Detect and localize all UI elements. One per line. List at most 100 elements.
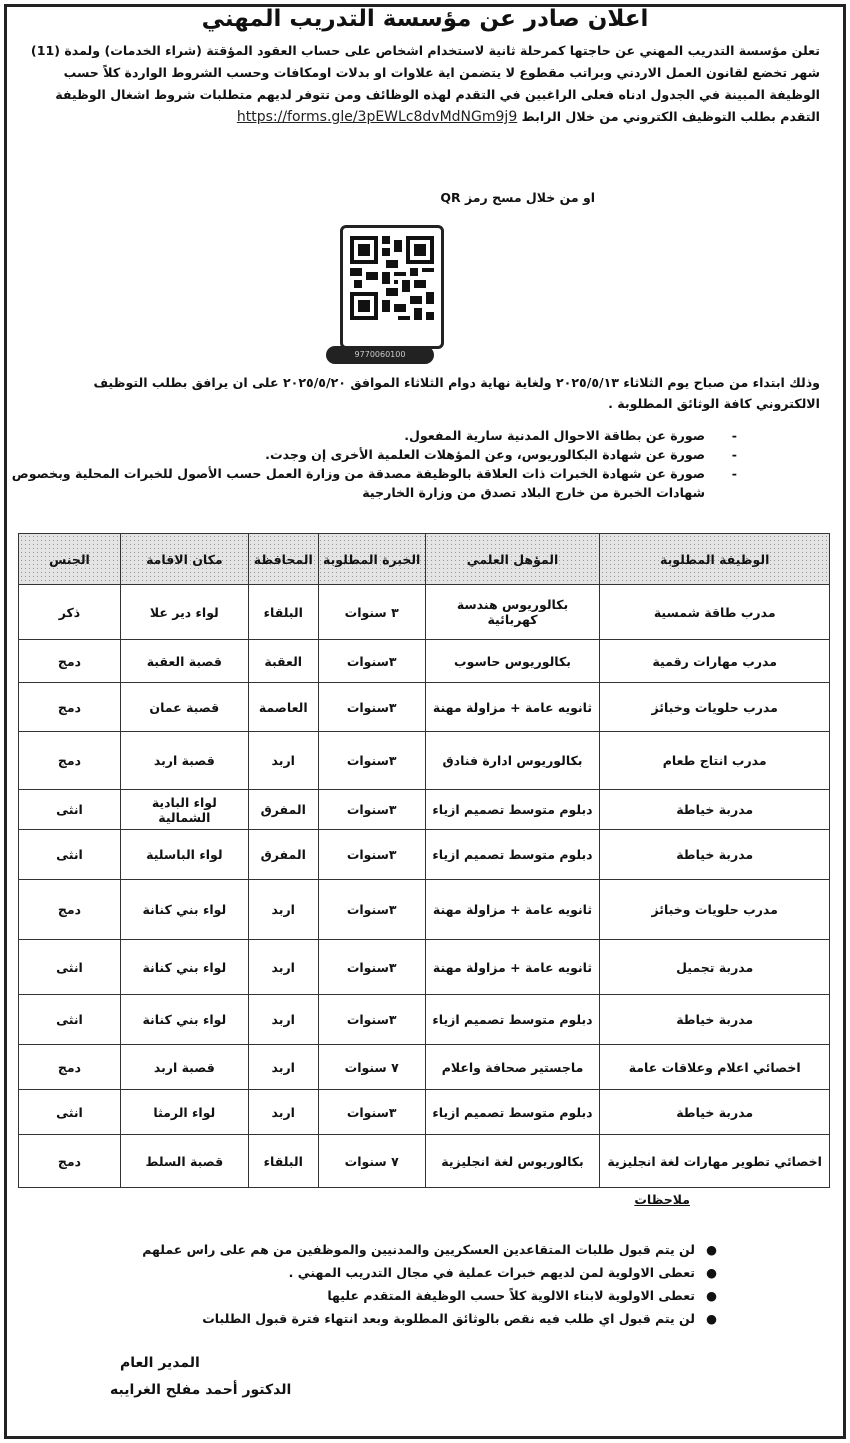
table-cell: دمج <box>18 879 121 940</box>
table-cell: لواء دير علا <box>119 584 249 640</box>
table-cell: دبلوم متوسط تصميم ازياء <box>424 829 601 880</box>
table-cell: بكالوريوس لغة انجليزية <box>424 1134 601 1188</box>
table-cell: انثى <box>18 1089 121 1135</box>
table-cell: اخصائي تطوير مهارات لغة انجليزية <box>599 1134 830 1188</box>
table-cell: مدرب حلويات وخبائز <box>599 879 830 940</box>
table-cell: ٣ سنوات <box>317 584 426 640</box>
column-header: الجنس <box>18 533 121 585</box>
table-cell: ٣سنوات <box>317 939 426 995</box>
table-cell: انثى <box>18 789 121 830</box>
table-cell: مدربة خياطة <box>599 1089 830 1135</box>
table-cell: اربد <box>247 994 319 1045</box>
table-row: مدرب حلويات وخبائز ثانويه عامة + مزاولة م… <box>18 879 830 940</box>
table-row: اخصائي تطوير مهارات لغة انجليزية بكالوريو… <box>18 1134 830 1188</box>
table-cell: مدرب مهارات رقمية <box>599 639 830 683</box>
document-item: - صورة عن بطاقة الاحوال المدنية سارية الم… <box>404 428 737 443</box>
note-item: ● لن يتم قبول طلبات المتقاعدين العسكريين … <box>142 1242 717 1257</box>
table-cell: قصبة العقبة <box>119 639 249 683</box>
table-cell: ٣سنوات <box>317 994 426 1045</box>
table-cell: المفرق <box>247 829 319 880</box>
table-row: مدرب حلويات وخبائز ثانويه عامة + مزاولة م… <box>18 682 830 732</box>
table-row: مدربة خياطة دبلوم متوسط تصميم ازياء ٣سنوات… <box>18 1089 830 1135</box>
table-row: مدربة خياطة دبلوم متوسط تصميم ازياء ٣سنوات… <box>18 789 830 830</box>
table-cell: اخصائي اعلام وعلاقات عامة <box>599 1044 830 1090</box>
table-cell: ماجستير صحافة واعلام <box>424 1044 601 1090</box>
table-cell: لواء بني كنانة <box>119 939 249 995</box>
qr-label: او من خلال مسح رمز QR <box>440 190 595 205</box>
jobs-table: الوظيفة المطلوبة المؤهل العلمي الخبرة المط… <box>18 533 830 1188</box>
table-cell: اربد <box>247 879 319 940</box>
table-cell: مدرب حلويات وخبائز <box>599 682 830 732</box>
table-cell: مدربة تجميل <box>599 939 830 995</box>
table-cell: دمج <box>18 682 121 732</box>
table-cell: اربد <box>247 731 319 790</box>
application-link[interactable]: https://forms.gle/3pEWLc8dvMdNGm9j9 <box>236 109 518 125</box>
signature-name: الدكتور أحمد مفلح الغرايبه <box>110 1382 292 1398</box>
table-cell: دمج <box>18 1044 121 1090</box>
table-cell: لواء بني كنانة <box>119 879 249 940</box>
table-cell: لواء الرمثا <box>119 1089 249 1135</box>
notes-list: ● لن يتم قبول طلبات المتقاعدين العسكريين … <box>142 1238 717 1330</box>
table-cell: ٣سنوات <box>317 731 426 790</box>
table-cell: ثانويه عامة + مزاولة مهنة <box>424 939 601 995</box>
table-cell: اربد <box>247 1044 319 1090</box>
table-cell: العاصمة <box>247 682 319 732</box>
table-cell: العقبة <box>247 639 319 683</box>
table-cell: بكالوريوس هندسة كهربائية <box>424 584 601 640</box>
table-cell: دمج <box>18 731 121 790</box>
table-cell: ٧ سنوات <box>317 1044 426 1090</box>
required-documents-list: - صورة عن بطاقة الاحوال المدنية سارية الم… <box>5 426 737 502</box>
column-header: مكان الاقامة <box>119 533 249 585</box>
table-cell: انثى <box>18 829 121 880</box>
note-item: ● تعطى الاولوية لمن لديهم خبرات عملية في … <box>288 1265 717 1280</box>
table-cell: ثانويه عامة + مزاولة مهنة <box>424 879 601 940</box>
qr-code[interactable] <box>340 225 444 349</box>
table-cell: قصبة اربد <box>119 1044 249 1090</box>
table-cell: المفرق <box>247 789 319 830</box>
table-cell: مدربة خياطة <box>599 789 830 830</box>
table-header-row: الوظيفة المطلوبة المؤهل العلمي الخبرة المط… <box>18 533 830 585</box>
announcement-frame <box>4 4 846 1439</box>
table-cell: قصبة اربد <box>119 731 249 790</box>
table-cell: قصبة عمان <box>119 682 249 732</box>
table-cell: دبلوم متوسط تصميم ازياء <box>424 1089 601 1135</box>
table-cell: انثى <box>18 994 121 1045</box>
table-row: مدرب مهارات رقمية بكالوريوس حاسوب ٣سنوات ال… <box>18 639 830 683</box>
note-item: ● لن يتم قبول اي طلب فيه نقص بالوثائق الم… <box>202 1311 717 1326</box>
table-row: مدرب طاقة شمسية بكالوريوس هندسة كهربائية ٣… <box>18 584 830 640</box>
table-row: مدربة خياطة دبلوم متوسط تصميم ازياء ٣سنوات… <box>18 829 830 880</box>
table-cell: دبلوم متوسط تصميم ازياء <box>424 994 601 1045</box>
table-row: مدرب انتاج طعام بكالوريوس ادارة فنادق ٣سنو… <box>18 731 830 790</box>
qr-caption-pill: 9770060100 <box>326 346 434 364</box>
table-cell: مدربة خياطة <box>599 829 830 880</box>
table-cell: اربد <box>247 1089 319 1135</box>
page-title: اعلان صادر عن مؤسسة التدريب المهني <box>201 6 649 32</box>
application-period: وذلك ابتداء من صباح يوم الثلاثاء ٢٠٢٥/٥/… <box>93 375 820 411</box>
table-cell: البلقاء <box>247 584 319 640</box>
document-item: - صورة عن شهادة الخبرات ذات العلاقة بالوظ… <box>11 466 737 500</box>
table-cell: ٣سنوات <box>317 829 426 880</box>
intro-text: تعلن مؤسسة التدريب المهني عن حاجتها كمرح… <box>30 43 820 124</box>
table-cell: ٣سنوات <box>317 682 426 732</box>
table-cell: ٣سنوات <box>317 1089 426 1135</box>
qr-pattern-icon <box>350 236 434 320</box>
table-cell: دمج <box>18 639 121 683</box>
table-row: مدربة خياطة دبلوم متوسط تصميم ازياء ٣سنوات… <box>18 994 830 1045</box>
table-cell: ثانويه عامة + مزاولة مهنة <box>424 682 601 732</box>
table-cell: قصبة السلط <box>119 1134 249 1188</box>
table-cell: مدربة خياطة <box>599 994 830 1045</box>
table-row: اخصائي اعلام وعلاقات عامة ماجستير صحافة و… <box>18 1044 830 1090</box>
table-cell: لواء البادية الشمالية <box>119 789 249 830</box>
table-cell: بكالوريوس ادارة فنادق <box>424 731 601 790</box>
column-header: المؤهل العلمي <box>424 533 601 585</box>
column-header: المحافظة <box>247 533 319 585</box>
intro-paragraph: تعلن مؤسسة التدريب المهني عن حاجتها كمرح… <box>30 40 820 128</box>
table-cell: ذكر <box>18 584 121 640</box>
table-cell: بكالوريوس حاسوب <box>424 639 601 683</box>
table-cell: البلقاء <box>247 1134 319 1188</box>
table-cell: لواء بني كنانة <box>119 994 249 1045</box>
table-cell: انثى <box>18 939 121 995</box>
column-header: الوظيفة المطلوبة <box>599 533 830 585</box>
table-cell: مدرب انتاج طعام <box>599 731 830 790</box>
table-cell: ٣سنوات <box>317 879 426 940</box>
